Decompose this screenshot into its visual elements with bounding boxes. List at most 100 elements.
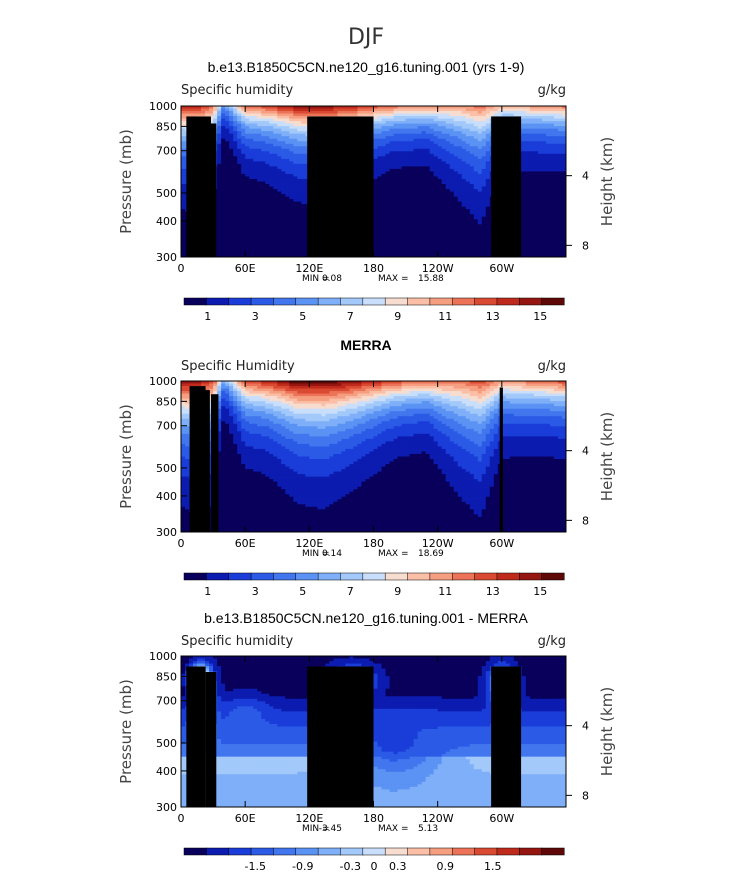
colorbar-swatch [384, 297, 409, 306]
terrain-block-1 [186, 116, 211, 257]
figure-supertitle: DJF [348, 25, 384, 50]
y-tick-label: 1000 [149, 100, 177, 113]
colorbar-label: -0.3 [340, 860, 361, 872]
panel-title: b.e13.B1850C5CN.ne120_g16.tuning.001 (yr… [208, 59, 525, 75]
field-label: Specific humidity [181, 634, 293, 649]
y-tick-label: 300 [156, 526, 177, 539]
stat-min-value: 0.14 [322, 549, 342, 559]
colorbar-swatch [362, 297, 386, 306]
chart-panel-1: b.e13.B1850C5CN.ne120_g16.tuning.001 (yr… [117, 59, 616, 323]
x-tick-label: 60W [489, 812, 514, 825]
y-axis-title: Pressure (mb) [117, 679, 135, 784]
units-label: g/kg [538, 83, 566, 98]
colorbar-swatch [451, 847, 476, 856]
colorbar-swatch [295, 572, 319, 581]
colorbar-label: 13 [486, 310, 500, 323]
terrain-block-3 [307, 116, 374, 257]
y-tick-label: 700 [156, 695, 177, 708]
colorbar-swatch [519, 572, 543, 581]
colorbar-swatch [250, 572, 274, 581]
x-tick-label: 60W [489, 537, 514, 550]
x-tick-label: 0 [178, 812, 185, 825]
y-tick-label: 400 [156, 490, 177, 503]
colorbar-swatch [519, 847, 543, 856]
colorbar-swatch [429, 572, 453, 581]
stat-min-value: 0.08 [322, 274, 342, 284]
height-tick-label: 8 [582, 239, 589, 252]
colorbar-label: -0.9 [292, 860, 313, 872]
colorbar-label: 11 [438, 310, 452, 323]
colorbar-swatch [429, 847, 453, 856]
heatmap-field [181, 381, 566, 532]
colorbar-swatch [541, 297, 565, 306]
y-tick-label: 700 [156, 145, 177, 158]
colorbar-swatch [206, 847, 230, 856]
colorbar-swatch [183, 297, 207, 306]
colorbar-swatch [183, 572, 207, 581]
colorbar-swatch [496, 847, 520, 856]
x-tick-label: 120E [295, 812, 323, 825]
units-label: g/kg [538, 634, 566, 649]
stat-min-label: MIN = [302, 274, 330, 284]
units-label: g/kg [538, 359, 566, 374]
colorbar-label: 3 [252, 585, 259, 598]
colorbar-label: 3 [252, 310, 259, 323]
field-label: Specific humidity [181, 83, 293, 98]
stat-min-label: MIN = [302, 549, 330, 559]
colorbar-swatch [407, 297, 431, 306]
stat-max-label: MAX = [378, 549, 409, 559]
colorbar-swatch [429, 297, 453, 306]
panels: b.e13.B1850C5CN.ne120_g16.tuning.001 (yr… [117, 59, 616, 872]
y-tick-label: 700 [156, 420, 177, 433]
y-axis-title: Pressure (mb) [117, 404, 135, 509]
y-tick-label: 1000 [149, 375, 177, 388]
y-tick-label: 400 [156, 215, 177, 228]
stat-max-value: 18.69 [418, 549, 444, 559]
colorbar-swatch [228, 847, 252, 856]
height-tick-label: 4 [582, 720, 589, 733]
terrain-block-2 [207, 123, 217, 257]
terrain-block-2 [205, 672, 217, 807]
height-tick-label: 4 [582, 170, 589, 183]
colorbar-swatch [541, 847, 565, 856]
x-tick-label: 180 [363, 812, 384, 825]
terrain-block-1 [186, 666, 206, 807]
terrain-block-3 [307, 666, 374, 807]
colorbar-swatch [496, 572, 520, 581]
colorbar-label: 0.9 [437, 860, 455, 872]
stat-max-value: 5.13 [418, 824, 438, 834]
colorbar-swatch [295, 297, 319, 306]
chart-panel-3: b.e13.B1850C5CN.ne120_g16.tuning.001 - M… [117, 610, 616, 872]
x-tick-label: 60E [235, 262, 256, 275]
height-tick-label: 4 [582, 445, 589, 458]
colorbar-swatch [295, 847, 319, 856]
terrain-block-4 [491, 116, 522, 257]
colorbar: 1 3 5 7 9 11 13 15 [183, 572, 565, 598]
x-tick-label: 0 [178, 262, 185, 275]
colorbar-swatch [451, 572, 476, 581]
x-tick-label: 120W [422, 262, 454, 275]
colorbar-swatch [340, 297, 364, 306]
colorbar-swatch [474, 297, 498, 306]
x-tick-label: 180 [363, 537, 384, 550]
x-tick-label: 60E [235, 812, 256, 825]
colorbar-swatch [317, 847, 342, 856]
colorbar-label: 1 [204, 585, 211, 598]
colorbar-swatch [384, 572, 409, 581]
colorbar-label: 5 [299, 585, 306, 598]
colorbar-label: 1.5 [484, 860, 502, 872]
x-tick-label: 120E [295, 262, 323, 275]
colorbar-label: 11 [438, 585, 452, 598]
colorbar-swatch [541, 572, 565, 581]
colorbar-swatch [250, 297, 274, 306]
panel-title: MERRA [340, 337, 391, 353]
x-tick-label: 120E [295, 537, 323, 550]
y-axis-right-title: Height (km) [598, 687, 616, 776]
colorbar-label: 0 [371, 860, 378, 872]
colorbar-label: 7 [347, 585, 354, 598]
stat-max-value: 15.88 [418, 274, 444, 284]
colorbar-swatch [273, 297, 297, 306]
colorbar: -1.5 -0.9 -0.3 0 0.3 0.9 1.5 [183, 847, 565, 872]
y-tick-label: 500 [156, 737, 177, 750]
